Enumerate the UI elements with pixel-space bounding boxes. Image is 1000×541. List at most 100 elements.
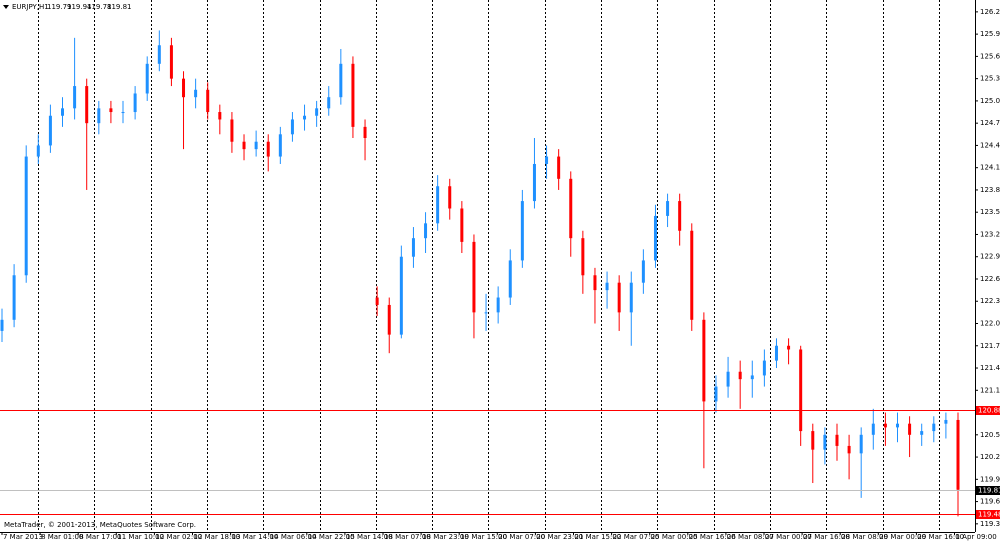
candle-body: [932, 423, 936, 432]
candle-body: [520, 201, 524, 261]
candle-body: [121, 112, 125, 114]
ohlc-low: 119.78: [87, 3, 112, 11]
candle-body: [666, 201, 670, 216]
candle-body: [157, 45, 161, 64]
x-tick-label: 27 Mar 16:00: [803, 533, 850, 541]
candle-body: [714, 386, 718, 402]
candle-body: [738, 371, 742, 380]
candle-body: [920, 431, 924, 435]
y-tick-label: 123.55: [980, 208, 1000, 216]
x-tick-label: 18 Mar 23:00: [422, 533, 469, 541]
candle-body: [750, 375, 754, 380]
candle-body: [182, 78, 186, 98]
y-tick-label: 125.05: [980, 97, 1000, 105]
candle-body: [726, 371, 730, 387]
candle-body: [883, 423, 887, 428]
candle-body: [823, 434, 827, 450]
candle-body: [629, 282, 633, 313]
x-tick-label: 22 Mar 07:00: [613, 533, 660, 541]
candle-body: [61, 108, 65, 116]
candle-body: [97, 108, 101, 124]
candle-body: [545, 156, 549, 164]
x-tick-label: 25 Mar 16:00: [689, 533, 736, 541]
x-tick-label: 8 Mar 01:00: [41, 533, 83, 541]
candle-body: [290, 119, 294, 135]
candle-body: [36, 145, 40, 157]
candle-body: [133, 93, 137, 113]
candle-body: [230, 119, 234, 142]
candle-body: [399, 256, 403, 335]
candle-body: [484, 312, 488, 314]
y-tick-label: 120.55: [980, 431, 1000, 439]
level-label: 119.48: [978, 511, 1000, 519]
x-tick-label: 18 Mar 07:00: [384, 533, 431, 541]
candle-body: [24, 156, 28, 276]
candle-body: [581, 238, 585, 276]
x-tick-label: 15 Mar 14:00: [346, 533, 393, 541]
candle-body: [569, 178, 573, 239]
x-tick-label: 20 Mar 23:00: [536, 533, 583, 541]
candle-body: [254, 141, 258, 150]
y-tick-label: 124.75: [980, 119, 1000, 127]
candle-body: [351, 63, 355, 127]
x-tick-label: 7 Mar 2013: [3, 533, 43, 541]
candle-body: [206, 89, 210, 113]
candle-body: [835, 434, 839, 446]
candle-body: [690, 230, 694, 320]
copyright: MetaTrader, © 2001-2013, MetaQuotes Soft…: [4, 521, 196, 529]
candle-body: [847, 445, 851, 454]
candle-body: [908, 423, 912, 435]
y-tick-label: 125.65: [980, 52, 1000, 60]
candle-body: [194, 89, 198, 98]
candle-body: [496, 297, 500, 313]
candle-body: [218, 112, 222, 120]
candle-body: [424, 223, 428, 239]
candle-body: [85, 86, 89, 124]
candle-body: [702, 319, 706, 402]
y-tick-label: 120.25: [980, 453, 1000, 461]
candle-body: [109, 108, 113, 113]
x-tick-label: 29 Mar 00:00: [879, 533, 926, 541]
candle-body: [956, 419, 960, 490]
x-tick-label: 19 Mar 15:00: [460, 533, 507, 541]
y-tick-label: 125.95: [980, 30, 1000, 38]
ohlc-open: 119.79: [47, 3, 72, 11]
y-tick-label: 123.25: [980, 230, 1000, 238]
x-tick-label: 14 Mar 22:00: [308, 533, 355, 541]
candle-body: [871, 423, 875, 435]
ohlc-close: 119.81: [107, 3, 132, 11]
candle-body: [617, 282, 621, 313]
candle-body: [339, 63, 343, 98]
candle-body: [303, 115, 307, 120]
candle-body: [944, 419, 948, 424]
candle-body: [315, 108, 319, 116]
candle-body: [859, 434, 863, 454]
candle-body: [436, 186, 440, 224]
x-tick-label: 20 Mar 07:00: [498, 533, 545, 541]
candle-body: [641, 260, 645, 283]
candle-body: [73, 86, 77, 109]
y-tick-label: 123.85: [980, 186, 1000, 194]
x-tick-label: 12 Mar 18:00: [194, 533, 241, 541]
level-label-box: [976, 406, 1000, 415]
x-tick-label: 13 Mar 14:00: [232, 533, 279, 541]
x-tick-label: 26 Mar 08:00: [727, 533, 774, 541]
candle-body: [460, 208, 464, 242]
candle-body: [787, 345, 791, 350]
candle-body: [678, 201, 682, 231]
candle-body: [145, 63, 149, 94]
candle-body: [169, 45, 173, 79]
y-tick-label: 121.75: [980, 342, 1000, 350]
x-tick-label: 8 Mar 17:00: [79, 533, 121, 541]
candle-body: [653, 215, 657, 261]
candle-body: [48, 115, 52, 146]
y-tick-label: 122.05: [980, 320, 1000, 328]
candle-body: [762, 360, 766, 376]
y-tick-label: 119.65: [980, 498, 1000, 506]
candle-body: [411, 238, 415, 257]
x-tick-label: 12 Mar 02:00: [155, 533, 202, 541]
x-tick-label: 27 Mar 00:00: [765, 533, 812, 541]
menu-arrow[interactable]: [3, 5, 9, 9]
